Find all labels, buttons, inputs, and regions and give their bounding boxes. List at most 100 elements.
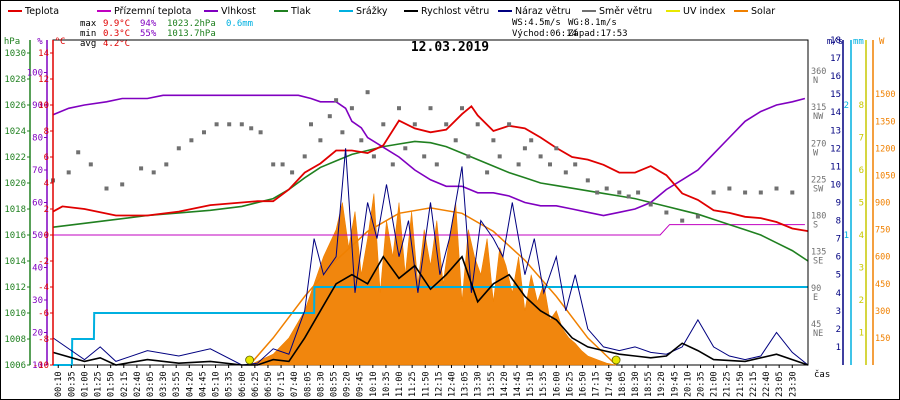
legend-label: Teplota [24, 6, 59, 17]
humidity-axis-label: 90 [32, 101, 43, 111]
direction-axis-cardinal: E [813, 293, 818, 303]
wind-direction-point [538, 154, 543, 159]
wind-direction-point [585, 178, 590, 183]
time-axis: 00:10 00:35 01:00 01:25 01:50 02:15 02:40 03:05… [54, 365, 830, 397]
stat-humidity: 55% [140, 29, 157, 39]
wind-direction-point [626, 194, 631, 199]
humidity-axis-label: 100 [27, 69, 43, 79]
direction-axis-cardinal: W [813, 148, 819, 158]
pressure-axis-label: 1022 [4, 153, 26, 163]
wind-direction-point [460, 106, 464, 111]
wind-direction-point [516, 162, 521, 167]
stat-temp: 0.3°C [103, 29, 130, 39]
time-axis-label: 04:45 [198, 371, 208, 397]
wind-direction-point [176, 146, 181, 151]
rain-axis-label: 1 [844, 231, 849, 241]
direction-axis-value: 45 [811, 320, 821, 330]
wind-direction-point [475, 122, 480, 127]
humidity-axis-label: 60 [32, 199, 43, 209]
time-axis-label: 08:30 [316, 371, 326, 397]
plot-area [51, 90, 809, 366]
pressure-axis-label: 1030 [4, 49, 26, 59]
wind-direction-point [371, 154, 376, 159]
wind-axis-label: 7 [836, 235, 841, 245]
wind-direction-point [617, 190, 622, 195]
info-sunrise: Východ:06:14 [512, 29, 577, 39]
uv-axis-label: 1 [859, 329, 864, 339]
temperature-axis-label: -6 [38, 309, 49, 319]
temperature-axis-label: 0 [44, 231, 49, 241]
time-axis-label: 06:50 [264, 371, 274, 397]
time-axis-label: 00:35 [67, 371, 77, 397]
uv-marker [245, 355, 255, 365]
time-axis-label: 15:35 [539, 371, 549, 397]
uv-axis-label: 8 [859, 101, 864, 111]
wind-direction-point [403, 146, 408, 151]
wind-direction-point [428, 106, 433, 111]
stat-rain: 0.6mm [226, 19, 253, 29]
wind-direction-point [636, 190, 641, 195]
time-axis-label: 03:30 [159, 371, 169, 397]
pressure-axis-label: 1028 [4, 75, 26, 85]
rain-axis-unit: mm [853, 37, 864, 47]
info-wind-gust: WG:8.1m/s [568, 18, 617, 28]
solar-axis-unit: W [879, 37, 885, 47]
legend-label: Náraz větru [515, 6, 571, 17]
wind-axis-label: 6 [836, 253, 841, 263]
time-axis-label: 01:25 [94, 371, 104, 397]
stat-pressure: 1023.2hPa [167, 19, 216, 29]
wind-direction-point [743, 190, 748, 195]
time-axis-label: 19:45 [670, 371, 680, 397]
stats-box: max 9.9°C 94% 1023.2hPa 0.6mm min 0.3°C 55% 1013… [80, 19, 253, 49]
wind-direction-point [548, 162, 552, 167]
wind-axis-label: 14 [830, 108, 841, 118]
wind-direction-point [497, 154, 502, 159]
wind-direction-point [422, 154, 427, 159]
uv-axis-label: 6 [859, 166, 864, 176]
wind-axis-label: 12 [830, 144, 841, 154]
time-axis-label: 10:35 [382, 371, 392, 397]
humidity-axis-label: 30 [32, 296, 43, 306]
wind-axis-label: 15 [830, 90, 841, 100]
time-axis-label: 12:40 [448, 371, 458, 397]
time-axis-label: 13:55 [487, 371, 497, 397]
time-axis-label: 11:50 [421, 371, 431, 397]
time-axis-label: 09:45 [356, 371, 366, 397]
wind-direction-point [290, 170, 295, 175]
solar-axis-label: 1500 [875, 90, 895, 100]
wind-direction-point [334, 98, 339, 103]
wind-direction-point [529, 138, 534, 143]
direction-axis-value: 360 [811, 67, 826, 77]
solar-axis-label: 150 [875, 334, 890, 344]
time-axis-unit: čas [814, 369, 830, 380]
direction-axis-cardinal: NW [813, 112, 824, 122]
time-axis-label: 16:00 [552, 371, 562, 397]
legend-label: Vlhkost [221, 6, 256, 17]
time-axis-label: 18:55 [644, 371, 654, 397]
pressure-axis-label: 1020 [4, 179, 26, 189]
temperature-axis-label: 10 [38, 101, 49, 111]
wind-axis-label: 17 [830, 54, 841, 64]
stat-label: max [80, 19, 97, 29]
direction-axis-value: 225 [811, 175, 826, 185]
rain-line [53, 286, 808, 366]
wind-axis-label: 10 [830, 180, 841, 190]
pressure-axis-label: 1010 [4, 309, 26, 319]
wind-direction-point [491, 138, 496, 143]
info-sunset: Západ:17:53 [568, 29, 628, 39]
time-axis-label: 00:10 [54, 371, 64, 397]
humidity-axis-label: 80 [32, 134, 43, 144]
time-axis-label: 04:20 [185, 371, 195, 397]
uv-axis-label: 5 [859, 199, 864, 209]
wind-direction-point [202, 130, 206, 135]
time-axis-label: 21:50 [736, 371, 746, 397]
solar-axis-label: 1200 [875, 144, 895, 154]
wind-axis-label: 9 [836, 199, 841, 209]
wind-direction-point [280, 162, 285, 167]
humidity-axis-unit: % [37, 37, 43, 47]
pressure-axis-label: 1006 [4, 361, 26, 371]
solar-axis-label: 750 [875, 226, 890, 236]
direction-axis-cardinal: SE [813, 257, 823, 267]
wind-direction-point [397, 106, 401, 111]
wind-direction-point [595, 190, 600, 195]
